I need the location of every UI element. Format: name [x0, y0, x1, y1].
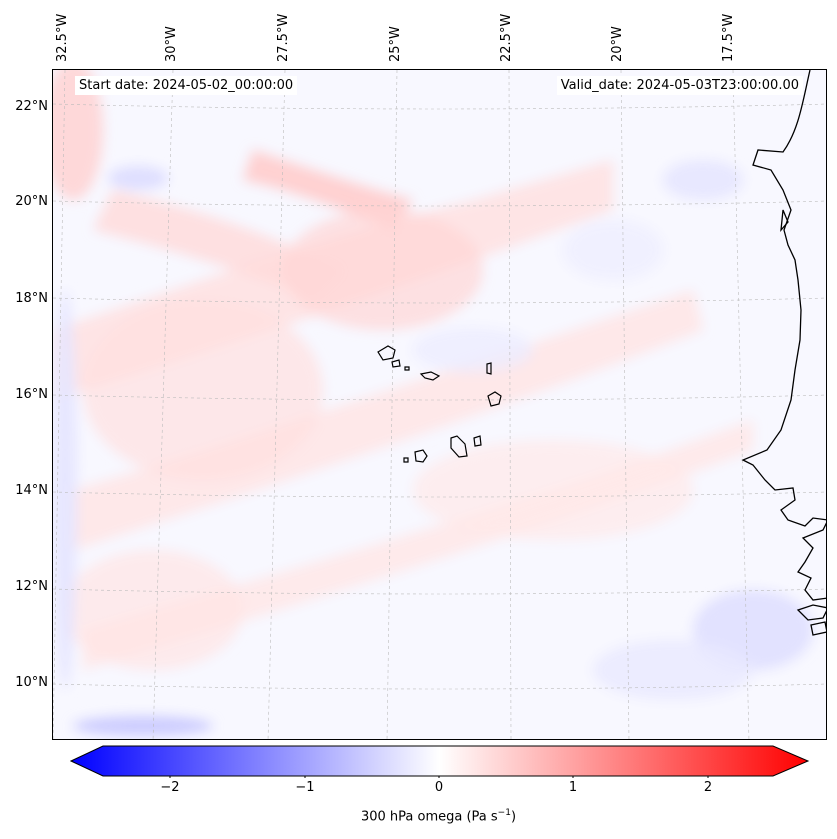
island-sao-vicente [391, 359, 401, 368]
positive-patch [53, 70, 103, 200]
island-maio [473, 435, 482, 447]
island-boa-vista [487, 391, 502, 407]
cb-tick-label-0: 0 [434, 780, 444, 795]
lat-label-16n: 16°N [15, 387, 48, 402]
meridian-32-5w [53, 70, 66, 739]
lon-label-20w: 20°W [610, 26, 625, 62]
lat-label-20n: 20°N [15, 194, 48, 209]
parallel-10n [53, 683, 826, 690]
island-brava [403, 457, 409, 463]
lon-label-17-5w: 17.5°W [721, 13, 736, 62]
negative-patch [663, 160, 743, 200]
parallel-14n [53, 491, 826, 498]
lat-label-12n: 12°N [15, 579, 48, 594]
colorbar-body [70, 745, 810, 777]
lon-label-25w: 25°W [388, 26, 403, 62]
negative-patch [73, 716, 213, 736]
lon-label-30w: 30°W [164, 26, 179, 62]
omega-shading [53, 70, 813, 736]
positive-patch [283, 210, 483, 330]
meridian-30w [152, 70, 174, 739]
cb-tick-label-neg2: −2 [160, 780, 180, 795]
cb-tick-label-2: 2 [703, 780, 713, 795]
negative-patch [413, 328, 533, 372]
meridian-27-5w [267, 70, 286, 739]
negative-patch [563, 220, 663, 280]
meridian-25w [386, 70, 398, 739]
bissagos-islands [796, 604, 826, 636]
cb-tick-label-1: 1 [568, 780, 578, 795]
parallel-16n [53, 394, 826, 401]
colorbar-title: 300 hPa omega (Pa s−1) [0, 808, 837, 824]
positive-patch [63, 550, 243, 670]
lon-label-27-5w: 27.5°W [276, 13, 291, 62]
island-sao-nicolau [419, 371, 441, 381]
positive-patch [83, 300, 323, 480]
west-africa-coast [741, 70, 826, 601]
parallel-18n [53, 297, 826, 304]
map-panel [52, 69, 827, 740]
valid-date-label: Valid_date: 2024-05-03T23:00:00.00 [556, 76, 803, 95]
colorbar-ticks [169, 776, 709, 778]
meridian-17-5w [732, 70, 750, 739]
island-fogo [414, 449, 428, 463]
positive-patch [413, 440, 693, 540]
parallel-12n [53, 588, 826, 595]
negative-patch [593, 640, 753, 700]
meridian-22-5w [508, 70, 512, 739]
colorbar-title-close: ) [510, 809, 517, 825]
start-date-label: Start date: 2024-05-02_00:00:00 [75, 76, 298, 95]
positive-band [93, 190, 343, 300]
island-santiago [450, 435, 468, 458]
colorbar-title-exponent: −1 [497, 808, 511, 818]
island-santo-antao [377, 345, 396, 361]
meridian-20w [620, 70, 630, 739]
parallel-20n [53, 200, 826, 207]
cape-verde-islands [377, 345, 502, 463]
negative-patch [108, 166, 168, 190]
omega-field-map [53, 70, 826, 739]
coastline [741, 70, 826, 636]
island-sal [486, 362, 492, 375]
lat-label-14n: 14°N [15, 483, 48, 498]
cb-tick-label-neg1: −1 [295, 780, 315, 795]
parallel-22n [53, 103, 826, 110]
lon-label-32-5w: 32.5°W [55, 13, 70, 62]
lon-label-22-5w: 22.5°W [499, 13, 514, 62]
lat-label-22n: 22°N [15, 99, 48, 114]
colorbar-title-text: 300 hPa omega (Pa s [360, 809, 498, 825]
lat-label-10n: 10°N [15, 675, 48, 690]
lat-label-18n: 18°N [15, 291, 48, 306]
coast-inlet [780, 209, 789, 232]
positive-band [243, 150, 413, 230]
positive-band [73, 290, 703, 550]
negative-patch [53, 290, 77, 690]
graticule [53, 70, 826, 739]
island-santa-luzia [404, 366, 410, 371]
colorbar [70, 745, 810, 778]
